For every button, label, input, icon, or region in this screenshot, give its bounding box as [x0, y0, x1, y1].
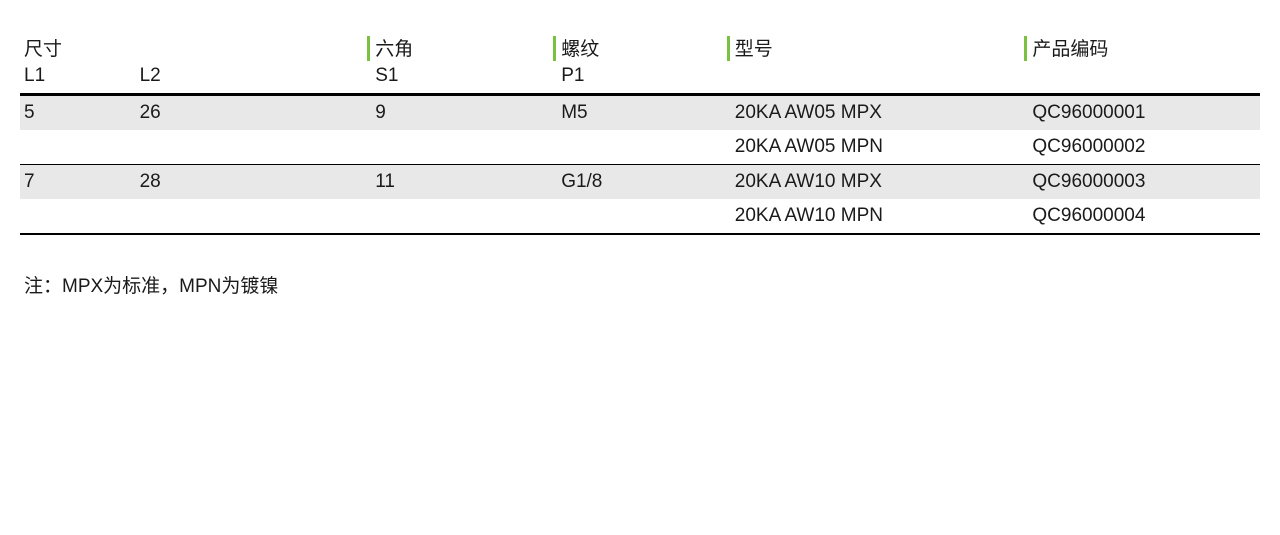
col-group-code: 产品编码 — [1024, 30, 1260, 63]
cell-code: QC96000003 — [1024, 165, 1260, 200]
cell-s1 — [367, 130, 553, 165]
table-row: 20KA AW10 MPN QC96000004 — [20, 199, 1260, 234]
table-header-group-row: 尺寸 六角 螺纹 型号 产品编码 — [20, 30, 1260, 63]
cell-code: QC96000002 — [1024, 130, 1260, 165]
col-group-model: 型号 — [727, 30, 1025, 63]
cell-model: 20KA AW05 MPN — [727, 130, 1025, 165]
cell-code: QC96000004 — [1024, 199, 1260, 234]
cell-l1: 7 — [20, 165, 132, 200]
cell-l1 — [20, 199, 132, 234]
cell-s1: 11 — [367, 165, 553, 200]
cell-model: 20KA AW10 MPN — [727, 199, 1025, 234]
col-group-size: 尺寸 — [20, 30, 132, 63]
cell-s1 — [367, 199, 553, 234]
col-sub-p1: P1 — [553, 63, 727, 95]
spec-table: 尺寸 六角 螺纹 型号 产品编码 L1 L2 S1 P1 5 26 9 M5 — [20, 30, 1260, 235]
col-sub-s1: S1 — [367, 63, 553, 95]
cell-l2: 28 — [132, 165, 368, 200]
cell-l2: 26 — [132, 95, 368, 131]
col-sub-model — [727, 63, 1025, 95]
cell-p1 — [553, 130, 727, 165]
cell-p1: G1/8 — [553, 165, 727, 200]
cell-l2 — [132, 130, 368, 165]
cell-l2 — [132, 199, 368, 234]
col-sub-code — [1024, 63, 1260, 95]
spec-table-container: 尺寸 六角 螺纹 型号 产品编码 L1 L2 S1 P1 5 26 9 M5 — [20, 30, 1260, 235]
cell-l1: 5 — [20, 95, 132, 131]
table-header-sub-row: L1 L2 S1 P1 — [20, 63, 1260, 95]
cell-p1: M5 — [553, 95, 727, 131]
col-sub-l1: L1 — [20, 63, 132, 95]
cell-model: 20KA AW05 MPX — [727, 95, 1025, 131]
col-group-size-l2 — [132, 30, 368, 63]
footnote: 注：MPX为标准，MPN为镀镍 — [20, 271, 1260, 298]
cell-p1 — [553, 199, 727, 234]
cell-model: 20KA AW10 MPX — [727, 165, 1025, 200]
table-body: 5 26 9 M5 20KA AW05 MPX QC96000001 20KA … — [20, 95, 1260, 235]
col-group-hex: 六角 — [367, 30, 553, 63]
table-row: 7 28 11 G1/8 20KA AW10 MPX QC96000003 — [20, 165, 1260, 200]
cell-s1: 9 — [367, 95, 553, 131]
col-group-thread: 螺纹 — [553, 30, 727, 63]
cell-l1 — [20, 130, 132, 165]
table-row: 20KA AW05 MPN QC96000002 — [20, 130, 1260, 165]
col-sub-l2: L2 — [132, 63, 368, 95]
cell-code: QC96000001 — [1024, 95, 1260, 131]
table-row: 5 26 9 M5 20KA AW05 MPX QC96000001 — [20, 95, 1260, 131]
